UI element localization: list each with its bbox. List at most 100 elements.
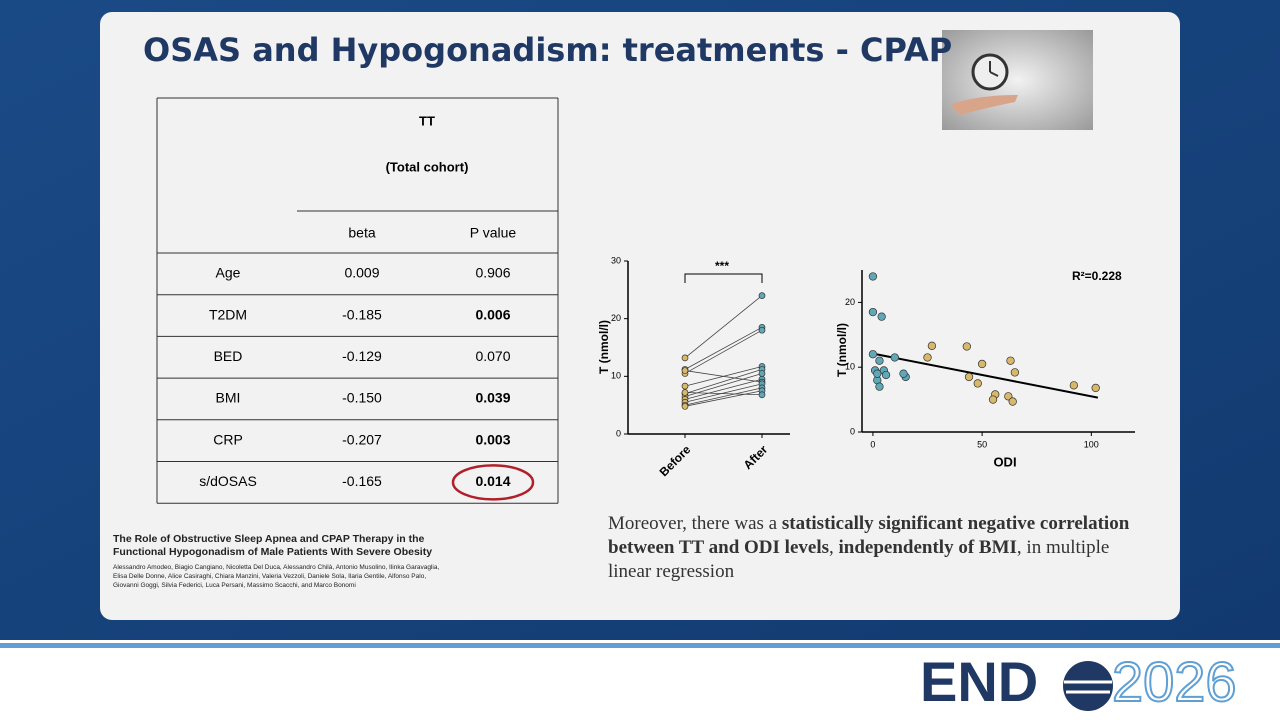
point — [875, 382, 884, 391]
point — [868, 272, 878, 281]
fit-line — [872, 352, 1099, 399]
citation-authors: Alessandro Amodeo, Biagio Cangiano, Nico… — [113, 564, 440, 589]
table-cell: -0.165 — [342, 473, 382, 489]
point — [1008, 397, 1017, 406]
body-segment: , in multiple linear regression — [608, 537, 1110, 582]
pair-line — [684, 383, 763, 403]
pair-line — [684, 387, 763, 406]
logo-globe-lines — [1064, 680, 1112, 694]
point — [758, 391, 766, 399]
hand — [950, 95, 1018, 115]
x-tick-label: 50 — [977, 439, 987, 449]
table-cell: -0.185 — [342, 306, 382, 322]
logo: END 2026 — [920, 649, 1238, 714]
point — [1069, 381, 1078, 390]
y-tick-label: 10 — [845, 362, 855, 372]
point — [1091, 383, 1100, 393]
point — [1010, 368, 1020, 377]
table-cell: -0.150 — [342, 390, 382, 406]
table-cell: 0.014 — [475, 473, 510, 489]
point — [681, 402, 689, 410]
point — [973, 379, 982, 388]
annotation: R²=0.228 — [1072, 269, 1122, 283]
y-tick-label: 0 — [850, 426, 855, 436]
point — [681, 367, 689, 374]
x-tick-label: 100 — [1084, 439, 1099, 449]
point — [758, 292, 766, 299]
highlight-circle — [451, 464, 535, 501]
body-segment: statistically significant negative corre… — [608, 513, 1130, 558]
clock-hand — [989, 71, 999, 77]
table-header: (Total cohort) — [386, 159, 469, 174]
point — [962, 342, 971, 351]
row-label: T2DM — [209, 306, 247, 322]
pair-line — [684, 326, 763, 370]
table-cell: 0.070 — [475, 348, 510, 364]
slide-title: OSAS and Hypogonadism: treatments - CPAP — [143, 31, 952, 69]
x-axis-label: ODI — [993, 454, 1016, 469]
row-label: CRP — [213, 431, 243, 447]
pair-line — [684, 378, 763, 400]
row-label: s/dOSAS — [199, 473, 257, 489]
citation: The Role of Obstructive Sleep Apnea and … — [113, 533, 443, 590]
table-cell: 0.906 — [475, 265, 510, 281]
body-text: Moreover, there was a statistically sign… — [608, 512, 1148, 584]
point — [681, 354, 689, 362]
y-tick-label: 20 — [611, 313, 621, 323]
y-tick-label: 0 — [616, 428, 621, 438]
point — [873, 369, 882, 378]
x-tick-label: 0 — [870, 439, 875, 449]
body-segment: Moreover, there was a — [608, 513, 782, 534]
point — [877, 312, 886, 321]
point — [923, 353, 932, 362]
citation-title: The Role of Obstructive Sleep Apnea and … — [113, 533, 433, 558]
body-segment: independently of BMI — [838, 537, 1017, 558]
point — [758, 370, 766, 377]
pair-line — [684, 392, 763, 396]
point — [758, 326, 766, 334]
footer-stripe — [0, 643, 1280, 648]
pair-line — [684, 390, 763, 407]
point — [977, 359, 987, 369]
point — [875, 356, 884, 365]
table-cell: 0.006 — [475, 306, 510, 322]
point — [988, 395, 998, 404]
table-cell: 0.003 — [475, 431, 510, 447]
pair-line — [684, 369, 763, 395]
logo-text: END — [920, 650, 1038, 713]
point — [964, 372, 974, 382]
clock-image — [942, 30, 1093, 130]
logo-globe — [1063, 661, 1113, 711]
point — [881, 370, 891, 380]
row-label: BMI — [216, 390, 241, 406]
row-label: Age — [216, 265, 241, 281]
body-segment: , — [829, 537, 839, 558]
point — [868, 307, 878, 317]
table-cell: 0.009 — [344, 265, 379, 281]
point — [927, 341, 937, 350]
table-header: TT — [419, 113, 435, 128]
y-tick-label: 30 — [611, 255, 621, 265]
column-header: P value — [470, 225, 517, 241]
annotation: *** — [715, 259, 729, 273]
pair-line — [684, 370, 763, 383]
table-cell: -0.129 — [342, 348, 382, 364]
y-tick-label: 20 — [845, 297, 855, 307]
point — [899, 369, 908, 378]
point — [1006, 356, 1015, 365]
point — [868, 350, 878, 359]
slide-card — [100, 12, 1180, 620]
y-axis-label: T (nmol/l) — [835, 323, 849, 377]
pair-line — [684, 329, 763, 374]
significance-bracket — [684, 273, 763, 283]
table-cell: -0.207 — [342, 431, 382, 447]
y-axis-label: T (nmol/l) — [597, 320, 611, 374]
point — [890, 353, 899, 362]
table-cell: 0.039 — [475, 390, 510, 406]
logo-year: 2026 — [1112, 650, 1237, 713]
point — [681, 389, 689, 396]
pair-line — [684, 295, 763, 359]
column-header: beta — [348, 225, 375, 241]
